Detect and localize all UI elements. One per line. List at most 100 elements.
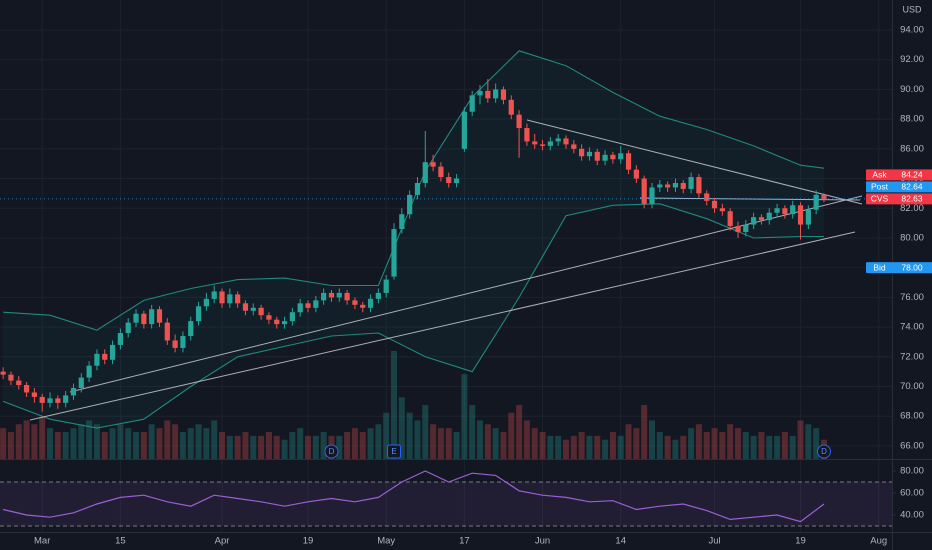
volume-bar	[23, 420, 30, 459]
event-marker	[816, 444, 831, 459]
volume-bar	[367, 428, 374, 459]
price-label-box	[866, 169, 893, 181]
price-label-value: 82.63	[901, 194, 923, 204]
candle-body	[461, 111, 467, 149]
candle-body	[305, 303, 311, 308]
y-tick-label: 70.00	[900, 381, 924, 392]
volume-bar	[437, 428, 444, 459]
volume-bar	[805, 424, 812, 459]
volume-bar	[140, 432, 147, 459]
candle-body	[109, 344, 116, 360]
y-tick-label: 92.00	[900, 54, 924, 65]
volume-bar	[164, 420, 171, 459]
volume-bar	[484, 424, 491, 459]
price-labels: CVS 82.63 Post 82.64 Ask 84.24 Bid 78.00	[866, 169, 932, 274]
volume-bar	[273, 435, 280, 459]
candle-body	[39, 396, 45, 403]
volume-bar	[375, 424, 382, 459]
candle-body	[8, 374, 14, 381]
candle-body	[704, 193, 710, 201]
rsi-tick-label: 80.00	[900, 466, 924, 477]
candle-body	[524, 128, 530, 142]
volume-bar	[508, 412, 515, 459]
volume-bar	[219, 432, 226, 459]
volume-bar	[203, 428, 210, 459]
volume-bar	[281, 439, 288, 459]
volume-bar	[422, 405, 429, 459]
volume-bar	[586, 435, 593, 459]
candle-body	[313, 300, 319, 308]
volume-bar	[305, 435, 312, 459]
candle-body	[751, 217, 757, 225]
x-tick-label: 15	[115, 536, 126, 547]
volume-bar	[234, 435, 241, 459]
volume-bar	[539, 432, 546, 459]
candle-body	[539, 144, 546, 146]
candle-body	[70, 387, 77, 396]
y-tick-label: 80.00	[900, 232, 924, 243]
volume-bar	[445, 428, 452, 459]
x-tick-label: 17	[459, 536, 470, 547]
volume-bar	[563, 439, 570, 459]
volume-bar	[578, 432, 585, 459]
x-tick-label: 19	[303, 536, 314, 547]
candle-body	[446, 177, 452, 184]
volume-bar	[133, 432, 140, 459]
event-marker	[324, 444, 339, 459]
volume-bar	[47, 428, 54, 459]
candle-body	[86, 365, 92, 378]
volume-bar	[258, 435, 265, 459]
volume-bar	[78, 424, 85, 459]
candle-body	[711, 200, 718, 209]
candle-body	[579, 148, 585, 157]
volume-bar	[617, 435, 624, 459]
volume-bar	[719, 432, 726, 459]
candle-body	[649, 187, 655, 204]
candle-body	[430, 162, 436, 167]
y-tick-label: 76.00	[900, 292, 924, 303]
trendline	[29, 231, 856, 421]
candle-body	[399, 214, 405, 230]
volume-bar	[86, 420, 93, 459]
candle-body	[141, 313, 147, 325]
volume-bar	[664, 435, 671, 459]
volume-bar	[766, 435, 773, 459]
volume-bar	[312, 435, 319, 459]
x-tick-label: Jul	[708, 536, 720, 547]
volume-bar	[625, 424, 632, 459]
candle-body	[31, 392, 37, 397]
volume-bar	[398, 397, 405, 459]
candle-body	[586, 151, 593, 157]
candle-body	[500, 89, 507, 100]
candle-body	[625, 153, 632, 170]
candle-body	[63, 395, 69, 403]
volume-bar	[179, 432, 186, 459]
rsi-line	[2, 470, 825, 523]
candle-body	[156, 309, 163, 323]
volume-bar	[62, 432, 69, 459]
candle-body	[493, 89, 499, 99]
candle-body	[485, 90, 491, 99]
band-fill	[3, 50, 825, 429]
volume-bar	[492, 428, 499, 459]
volume-bar	[742, 432, 749, 459]
y-tick-label: 66.00	[900, 440, 924, 451]
candle-body	[344, 292, 350, 301]
volume-bar	[594, 435, 601, 459]
volume-bar	[609, 432, 616, 459]
volume-bar	[0, 428, 7, 459]
volume-bar	[406, 412, 413, 459]
candle-body	[227, 294, 233, 304]
candle-body	[47, 398, 53, 403]
volume-bar	[172, 424, 179, 459]
candle-body	[680, 183, 686, 189]
volume-bar	[711, 428, 718, 459]
y-tick-label: 68.00	[900, 411, 924, 422]
volume-bar	[101, 432, 108, 459]
candle-body	[813, 194, 819, 210]
volume-bar	[148, 424, 155, 459]
candle-body	[766, 212, 772, 221]
volume-bar	[688, 428, 695, 459]
